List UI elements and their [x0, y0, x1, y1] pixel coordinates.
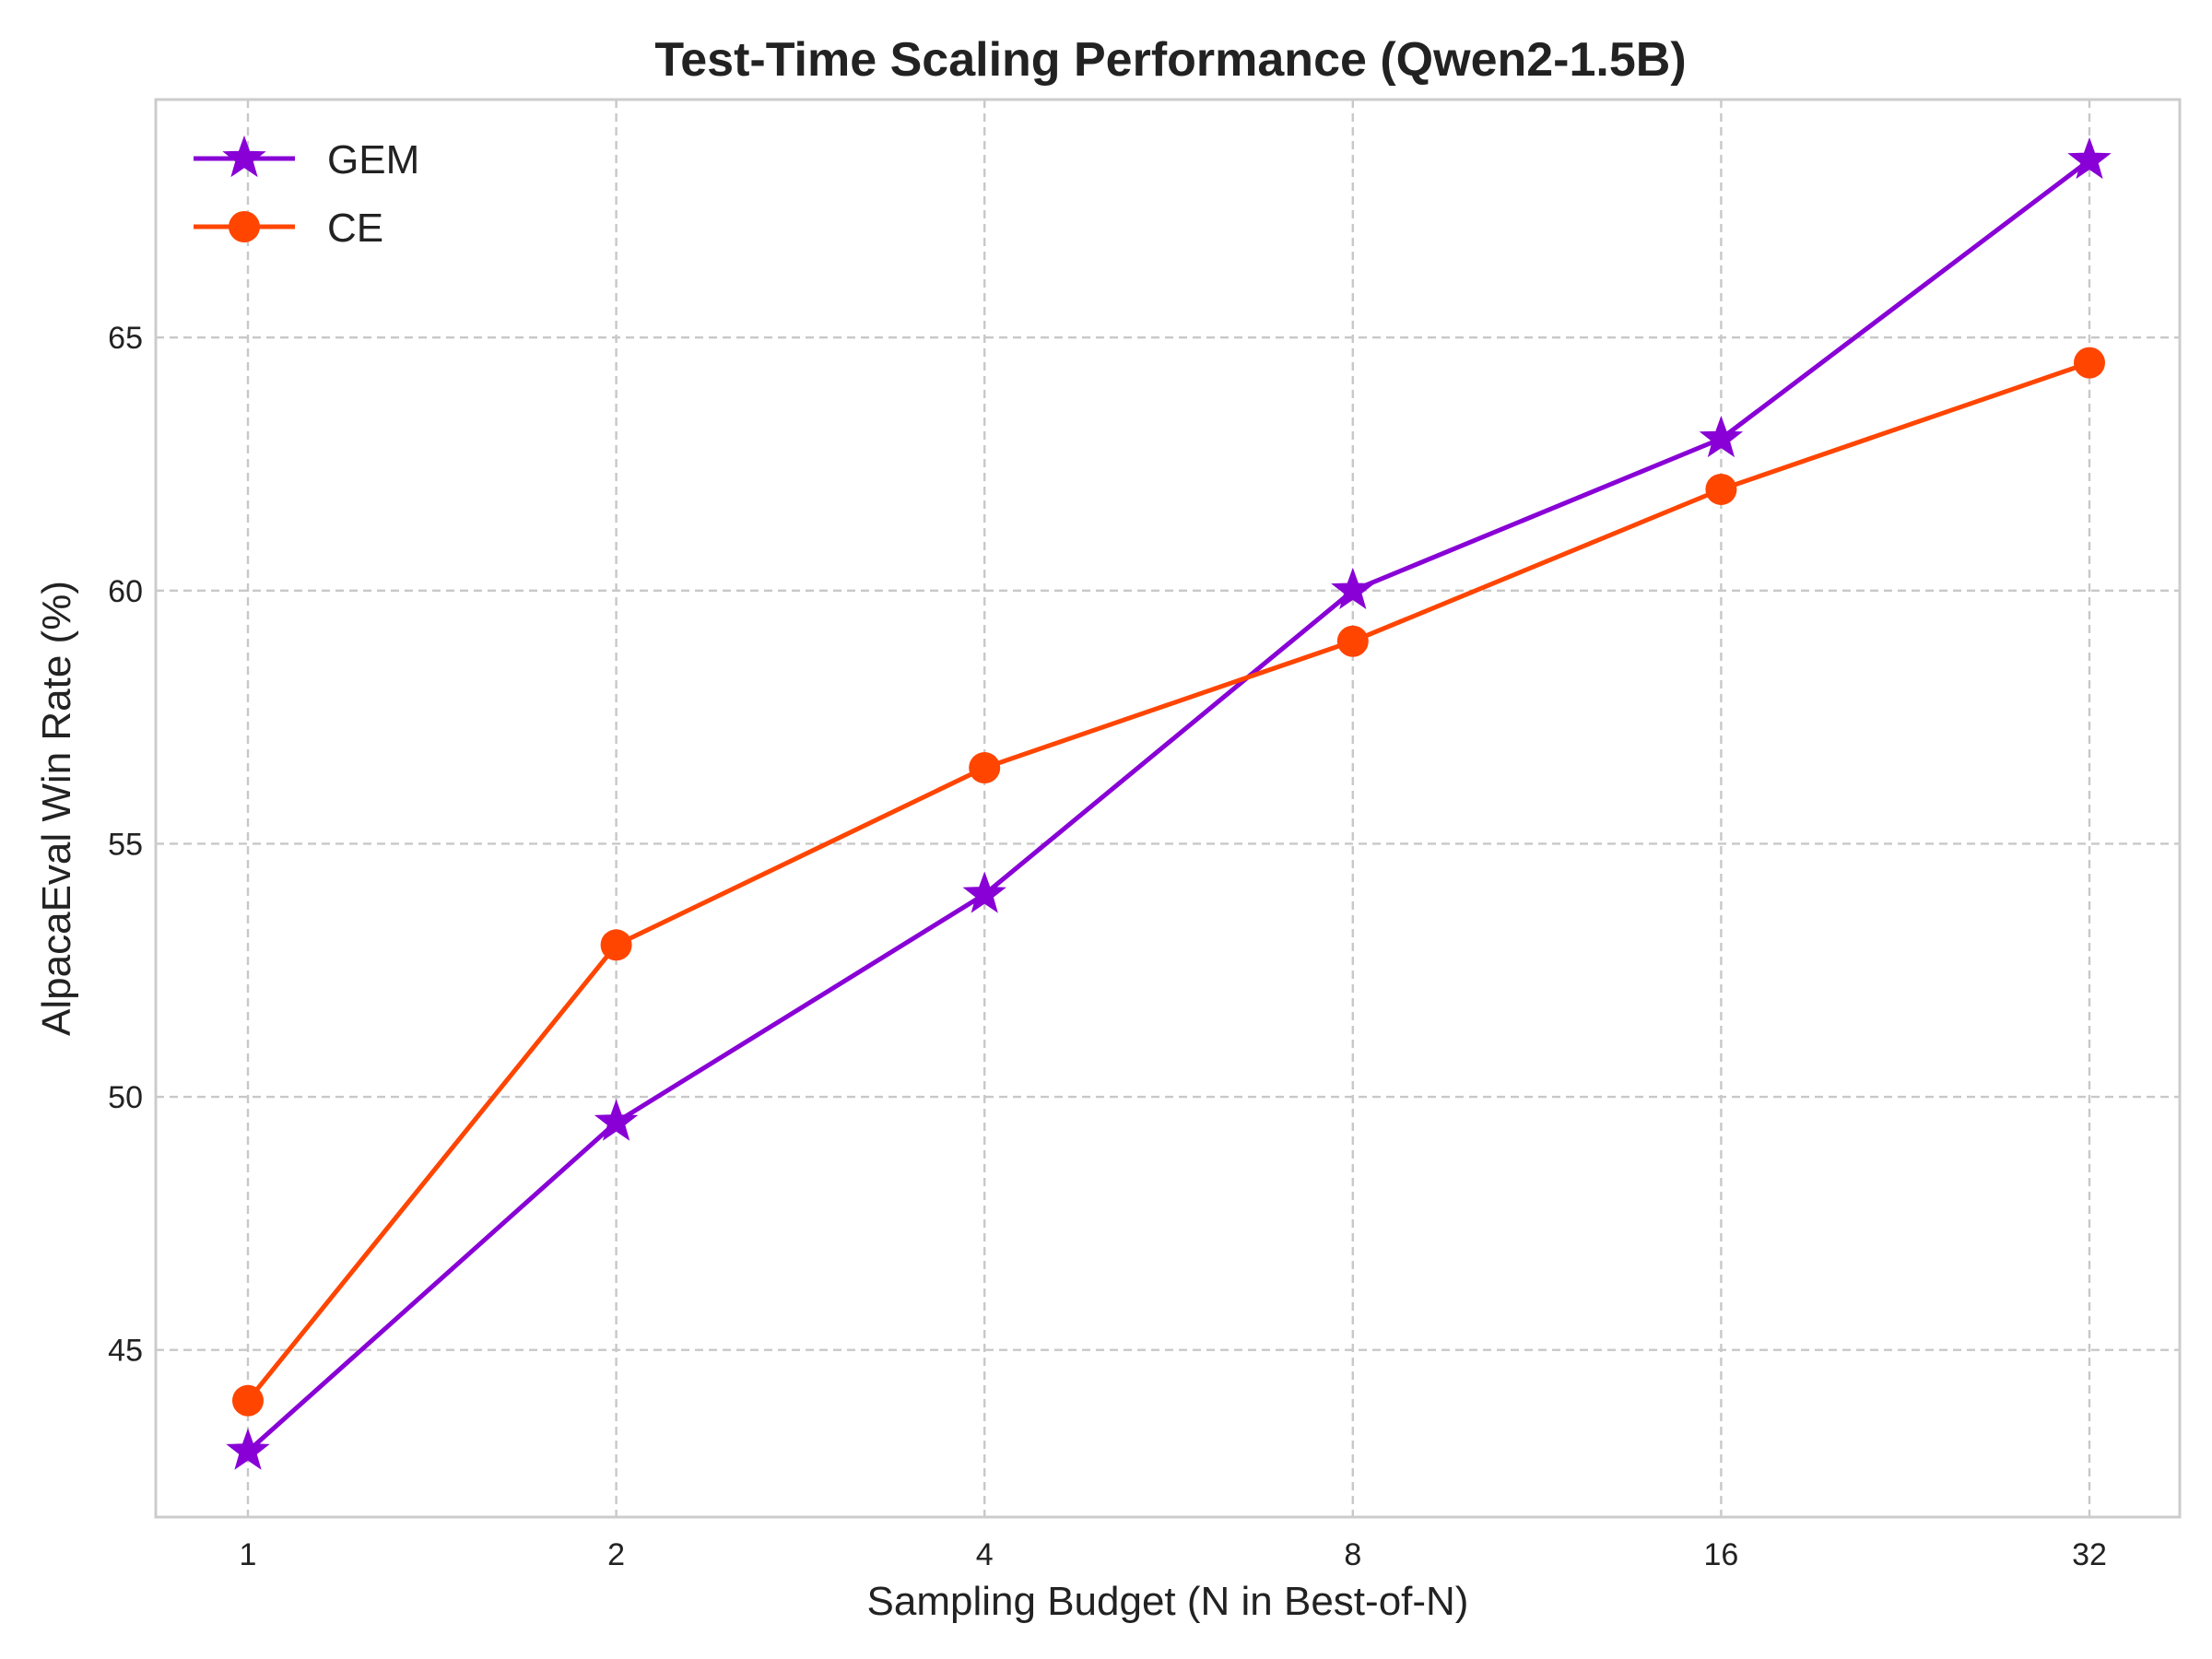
y-tick-label: 55 [108, 827, 143, 862]
x-tick-label: 32 [2072, 1537, 2107, 1572]
legend-item-ce: CE [194, 206, 383, 251]
data-point-ce [969, 752, 1001, 784]
series-layer [226, 136, 2112, 1470]
gridlines [156, 100, 2180, 1517]
series-line-ce [245, 360, 2092, 1404]
plot-frame [154, 98, 2182, 1519]
data-point-gem [594, 1099, 639, 1141]
data-point-gem [226, 1428, 270, 1470]
x-tick-label: 2 [607, 1537, 625, 1572]
data-point-gem [2067, 136, 2112, 180]
data-point-ce [2074, 347, 2105, 379]
legend-marker-ce [229, 211, 260, 242]
legend: GEM CE [194, 135, 419, 251]
legend-marker-gem [222, 135, 266, 178]
y-tick-label: 60 [108, 574, 143, 609]
x-tick-label: 16 [1703, 1537, 1738, 1572]
data-point-ce [1705, 473, 1737, 505]
data-point-gem [962, 871, 1006, 913]
data-point-ce [232, 1384, 264, 1417]
legend-label: CE [327, 206, 383, 251]
x-axis-label: Sampling Budget (N in Best-of-N) [867, 1579, 1469, 1624]
series-line-gem [245, 158, 2092, 1454]
chart-title: Test-Time Scaling Performance (Qwen2-1.5… [654, 33, 1686, 87]
x-tick-label: 8 [1344, 1537, 1361, 1572]
data-point-ce [600, 929, 632, 961]
x-tick-label: 1 [240, 1537, 257, 1572]
legend-item-gem: GEM [194, 135, 419, 182]
y-tick-label: 65 [108, 321, 143, 356]
tick-labels: 1 2 4 8 16 32 45 50 55 60 65 [108, 321, 2107, 1572]
y-axis-label: AlpacaEval Win Rate (%) [34, 581, 79, 1036]
data-point-gem [1331, 567, 1375, 609]
data-point-ce [1336, 625, 1369, 657]
series-gem [226, 136, 2112, 1470]
legend-label: GEM [327, 137, 419, 182]
x-tick-label: 4 [976, 1537, 994, 1572]
y-tick-label: 45 [108, 1334, 143, 1369]
data-point-gem [1699, 416, 1744, 458]
y-tick-label: 50 [108, 1080, 143, 1115]
series-ce [232, 347, 2105, 1417]
